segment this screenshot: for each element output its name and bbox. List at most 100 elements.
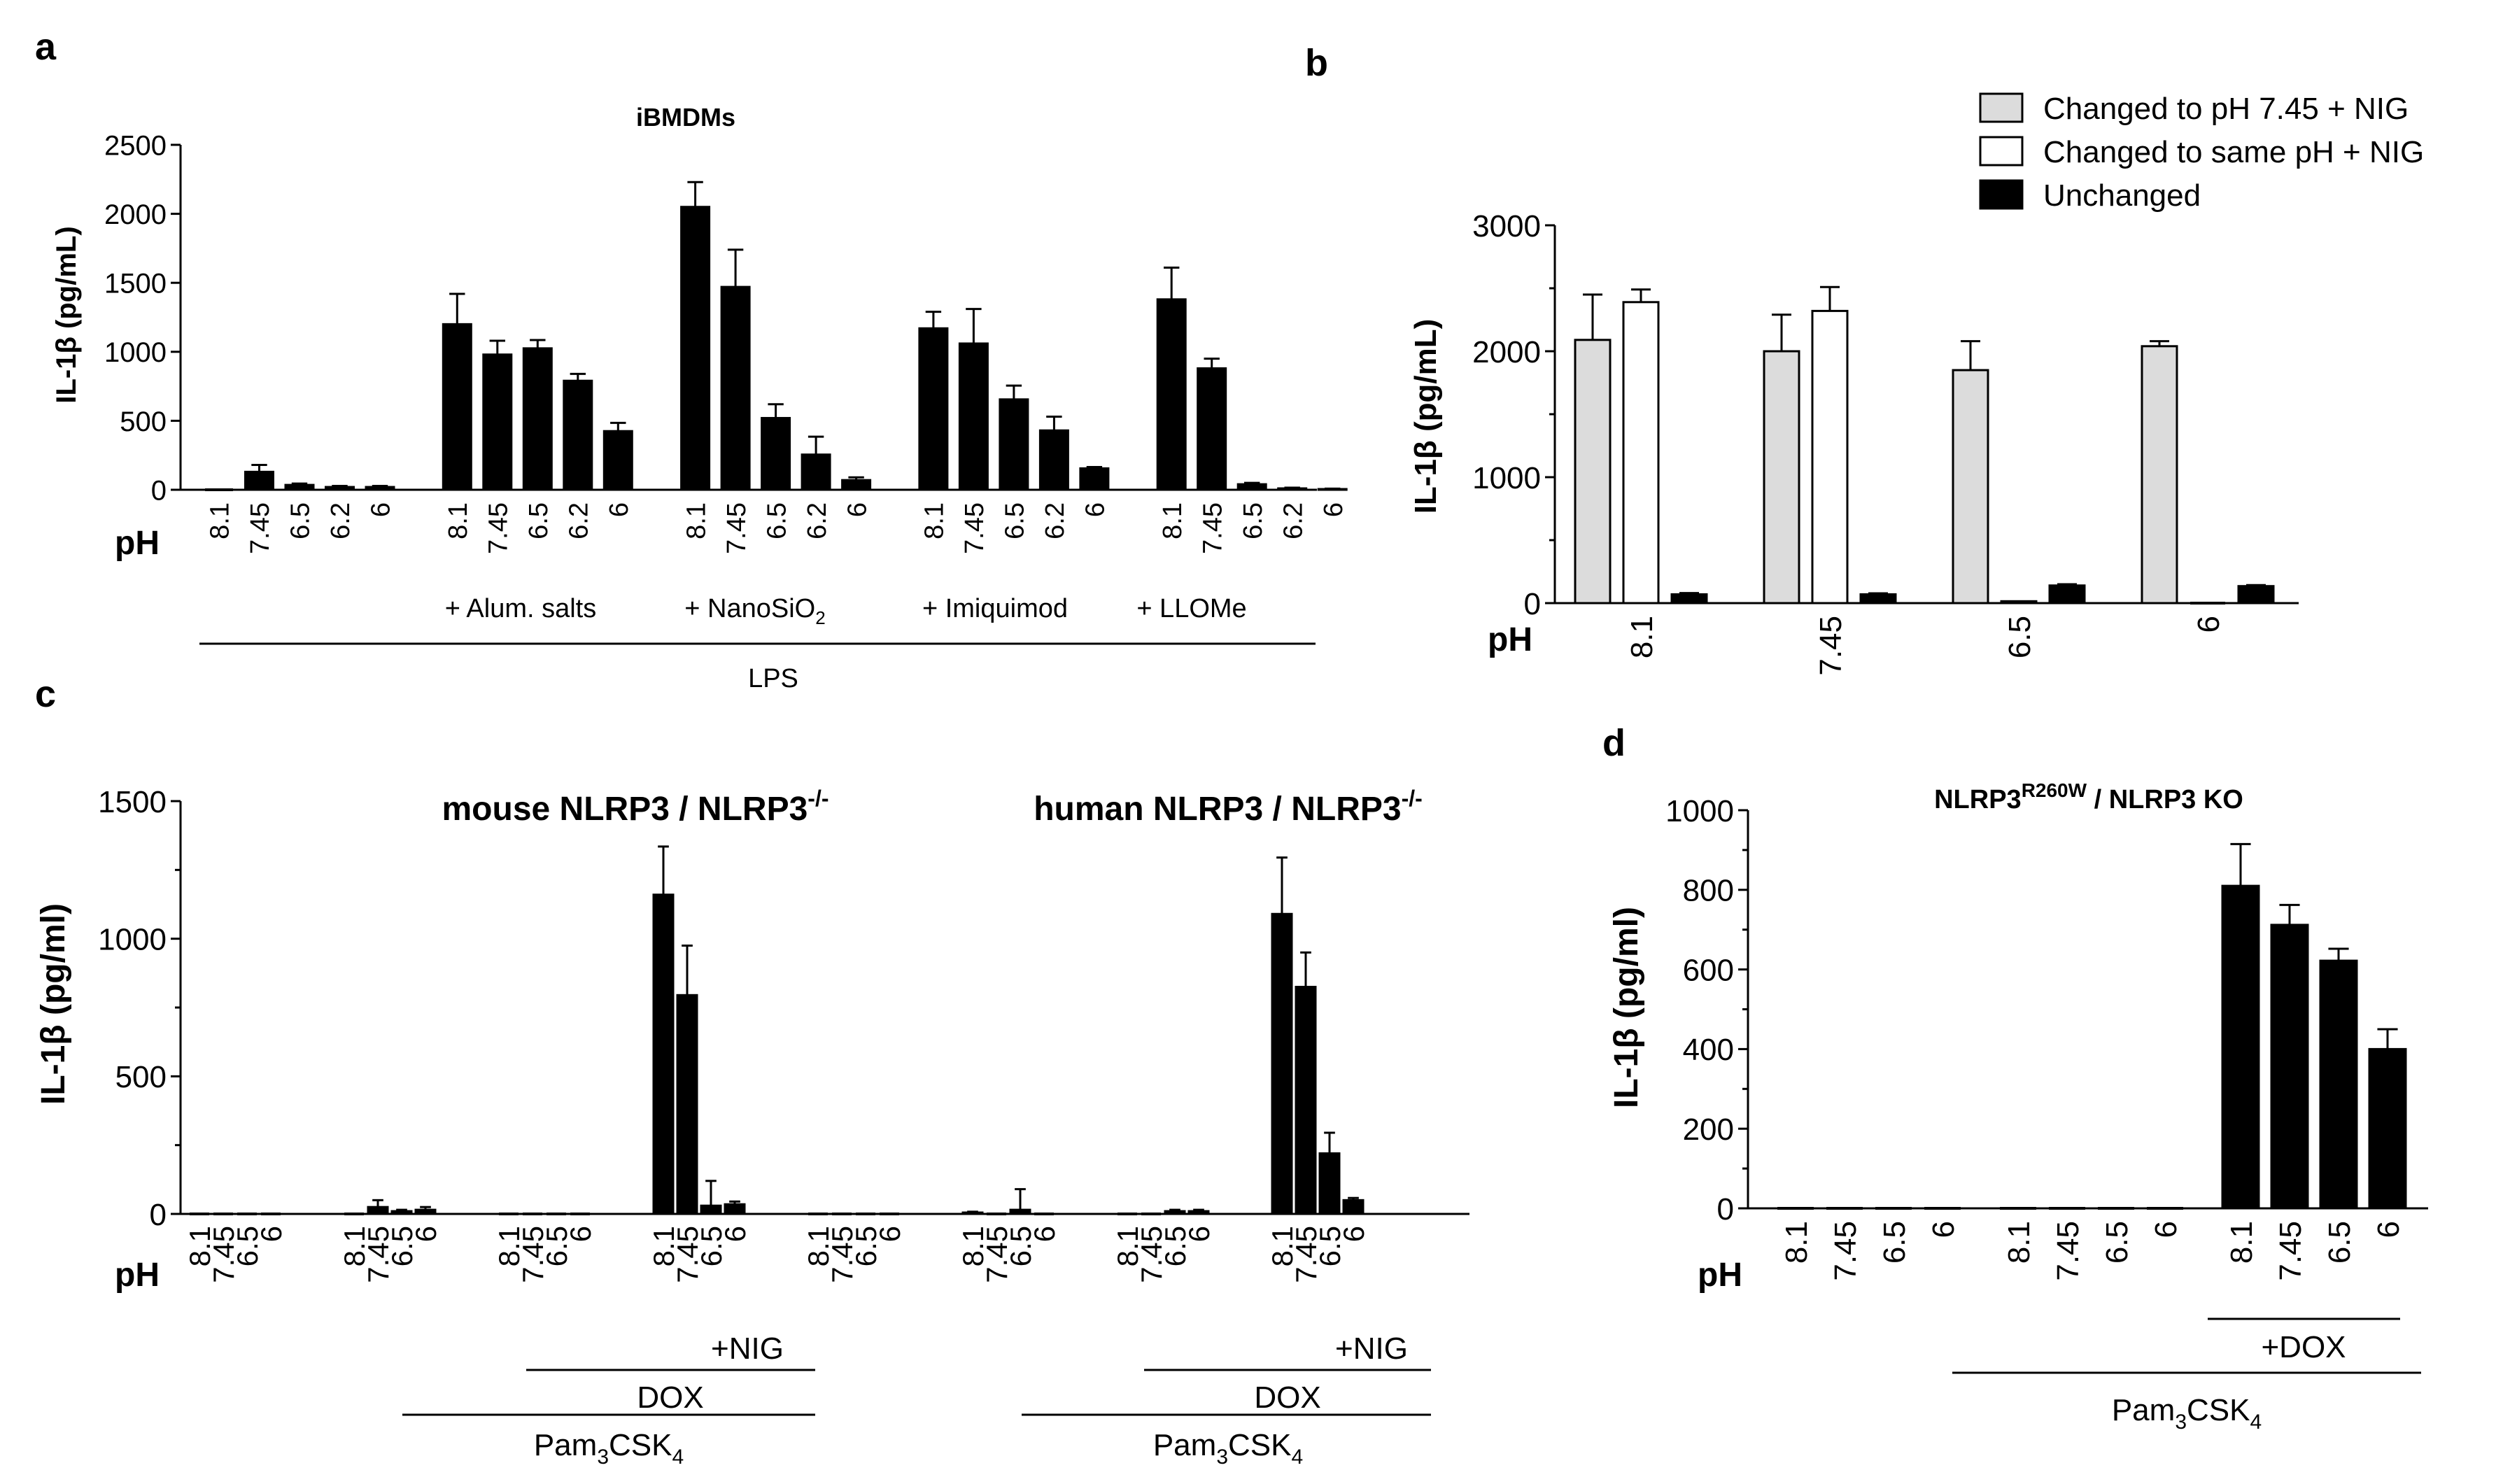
- dox-label-d: +DOX: [2261, 1330, 2346, 1364]
- panel-a-x-tick-label: 7.45: [484, 502, 513, 554]
- panel-b-x-tick-label: 7.45: [1814, 616, 1848, 676]
- panel-a-bar: [801, 453, 831, 491]
- panel-b-bar: [1574, 339, 1612, 605]
- panel-a-bar: [918, 327, 949, 491]
- panel-a-x-tick-label: 6.5: [762, 502, 791, 539]
- panel-c-x-tick-label: 6.5: [386, 1226, 418, 1266]
- panel-c-subtitle-human: human NLRP3 / NLRP3-/-: [1034, 786, 1423, 828]
- panel-d-x-tick-label: 6: [2149, 1221, 2183, 1238]
- panel-b-ph-label: pH: [1488, 621, 1532, 658]
- panel-b-bar: [2048, 584, 2086, 605]
- panel-c-x-tick-label: 8.1: [493, 1226, 526, 1266]
- panel-d-y-tick-label: 800: [1683, 874, 1734, 908]
- panel-b-y-tick-label: 2000: [1472, 335, 1541, 369]
- panel-c-x-tick-label: 8.1: [802, 1226, 835, 1266]
- dox-label-mouse: DOX: [637, 1380, 703, 1415]
- panel-d-bar: [2319, 959, 2358, 1210]
- panel-a-bar: [1236, 483, 1267, 491]
- panel-a: iBMDMs IL-1β (pg/mL) pH 0 500 1000 1500 2000…: [51, 103, 1348, 693]
- panel-a-x-tick-label: 6.5: [1001, 502, 1030, 539]
- panel-d-x-tick-label: 7.45: [2273, 1221, 2308, 1281]
- panel-b-legend: Changed to pH 7.45 + NIG Changed to same…: [1979, 92, 2424, 213]
- panel-a-x-tick-label: 8.1: [444, 502, 473, 539]
- legend-label-unchanged: Unchanged: [2043, 178, 2201, 213]
- panel-a-ylabel: IL-1β (pg/mL): [51, 226, 82, 403]
- panel-d-x-tick-label: 8.1: [1779, 1221, 1814, 1264]
- panel-a-bar: [482, 353, 513, 491]
- panel-c-ylabel: IL-1β (pg/ml): [35, 903, 72, 1105]
- panel-a-bar: [522, 347, 553, 491]
- panel-a-x-tick-label: 8.1: [206, 502, 235, 539]
- panel-b-bar: [1763, 350, 1800, 605]
- panel-a-y-tick-label: 2000: [104, 199, 167, 230]
- panel-c-bar: [1271, 912, 1293, 1215]
- lps-label: LPS: [748, 664, 798, 693]
- panel-a-bar: [761, 416, 791, 491]
- panel-a-x-tick-label: 6.2: [326, 502, 355, 539]
- panel-a-y-tick-label: 1500: [104, 269, 167, 299]
- panel-d-x-tick-label: 7.45: [2051, 1221, 2085, 1281]
- nig-label-human: +NIG: [1335, 1331, 1408, 1366]
- panel-a-title: iBMDMs: [636, 103, 735, 132]
- panel-a-bar: [680, 206, 711, 491]
- panel-a-bar: [442, 323, 472, 491]
- panel-b-ylabel: IL-1β (pg/mL): [1409, 319, 1443, 514]
- panel-c-bar: [1318, 1152, 1341, 1215]
- panel-c-x-tick-label: 8.1: [183, 1226, 216, 1266]
- panel-b-bar: [2237, 585, 2275, 605]
- panel-a-bar: [563, 379, 593, 491]
- panel-d-ph-label: pH: [1698, 1257, 1742, 1294]
- panel-c-x-tick-label: 6: [1337, 1226, 1370, 1242]
- panel-d-y-tick-label: 400: [1683, 1033, 1734, 1067]
- panel-c-x-tick-label: 6: [719, 1226, 752, 1242]
- nig-label-mouse: +NIG: [711, 1331, 784, 1366]
- panel-a-x-tick-label: 6.2: [1278, 502, 1308, 539]
- panel-c-bar: [676, 994, 698, 1215]
- panel-c-x-tick-label: 7.45: [1290, 1226, 1323, 1283]
- pam-label-d: Pam3CSK4: [2112, 1393, 2262, 1434]
- panel-c-x-tick-label: 7.45: [980, 1226, 1013, 1283]
- panel-a-y-tick-label: 1000: [104, 337, 167, 368]
- panel-b-bar: [1670, 593, 1708, 605]
- panel-c-x-tick-label: 6: [1183, 1226, 1215, 1242]
- panel-c-x-tick-label: 7.45: [362, 1226, 395, 1283]
- panel-d-x-tick-label: 8.1: [2002, 1221, 2036, 1264]
- panel-c-bar: [652, 893, 675, 1215]
- panel-a-bar: [1079, 467, 1110, 491]
- panel-c-subtitle-mouse: mouse NLRP3 / NLRP3-/-: [442, 786, 829, 828]
- panel-a-x-tick-label: 6: [367, 502, 396, 517]
- panel-c: IL-1β (pg/ml) pH mouse NLRP3 / NLRP3-/- …: [35, 785, 1469, 1469]
- panel-b-bar: [1811, 309, 1849, 605]
- panel-label-b: b: [1305, 42, 1328, 84]
- panel-c-bar: [1187, 1210, 1210, 1215]
- panel-a-bar: [1197, 367, 1227, 491]
- panel-b: IL-1β (pg/mL) pH 0 1000 2000 3000 8.1 7.45 6.…: [1409, 92, 2424, 676]
- panel-c-bar: [1164, 1210, 1186, 1215]
- panel-a-x-tick-label: 6: [605, 502, 634, 517]
- panel-c-bar: [390, 1210, 413, 1215]
- panel-c-x-tick-label: 7.45: [207, 1226, 240, 1283]
- panel-c-bar: [414, 1208, 437, 1215]
- panel-c-x-tick-label: 8.1: [1111, 1226, 1144, 1266]
- panel-d: NLRP3R260W / NLRP3 KO IL-1β (pg/ml) pH 0…: [1608, 779, 2428, 1434]
- panel-d-y-tick-label: 1000: [1665, 794, 1734, 828]
- panel-c-x-tick-label: 6.5: [1004, 1226, 1037, 1266]
- panel-b-y-tick-label: 3000: [1472, 209, 1541, 243]
- panel-a-x-tick-label: 6: [1081, 502, 1111, 517]
- panel-a-bar: [1038, 429, 1069, 491]
- panel-a-bar: [365, 486, 395, 491]
- panel-b-bar: [2141, 345, 2178, 605]
- legend-swatch-changed-same: [1979, 136, 2024, 167]
- panel-c-x-tick-label: 6: [1028, 1226, 1061, 1242]
- panel-c-x-tick-label: 6.5: [540, 1226, 573, 1266]
- panel-c-x-tick-label: 7.45: [671, 1226, 704, 1283]
- panel-a-bar: [999, 398, 1029, 491]
- panel-d-x-tick-label: 6.5: [2100, 1221, 2134, 1264]
- panel-a-x-tick-label: 7.45: [1198, 502, 1227, 554]
- panel-d-x-tick-label: 6.5: [2322, 1221, 2357, 1264]
- panel-c-x-tick-label: 6.5: [1159, 1226, 1192, 1266]
- panel-d-ylabel: IL-1β (pg/ml): [1608, 907, 1645, 1108]
- panel-d-bar: [2270, 924, 2309, 1210]
- legend-swatch-changed-7-45: [1979, 92, 2024, 123]
